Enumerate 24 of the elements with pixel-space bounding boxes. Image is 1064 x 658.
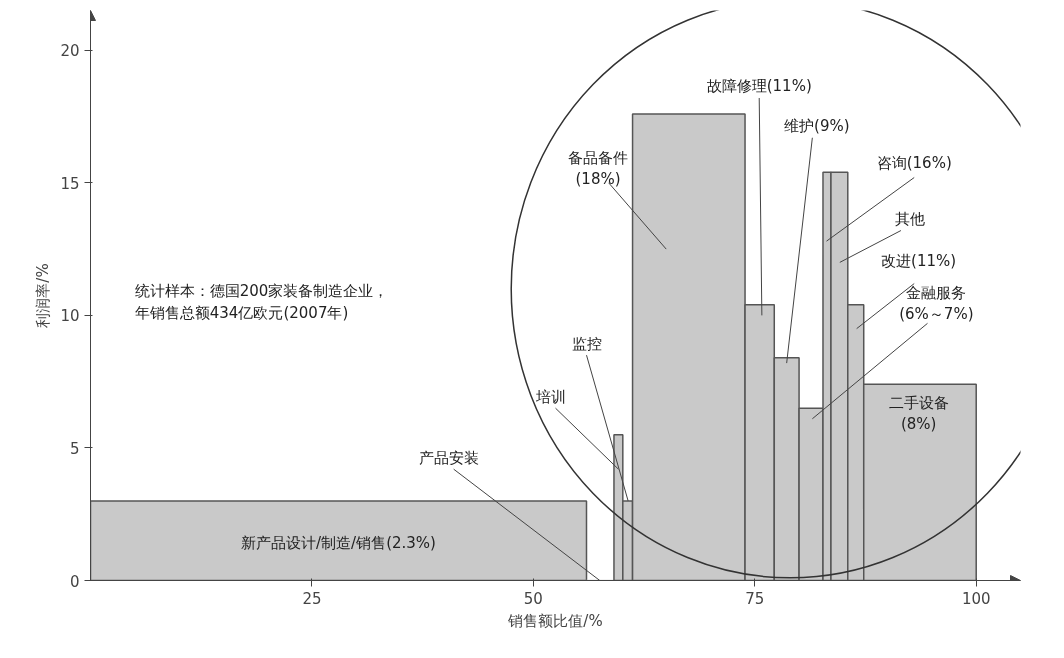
annotation: 备品备件 (18%) <box>568 148 629 189</box>
x-tick-label: 75 <box>745 589 765 608</box>
x-tick-label: 25 <box>302 589 322 608</box>
annotation: 其他 <box>894 209 925 228</box>
y-tick-label: 0 <box>69 572 80 591</box>
x-tick-label: 100 <box>961 589 991 608</box>
annotation: 改进(11%) <box>881 252 957 271</box>
annotation: 新产品设计/制造/销售(2.3%) <box>241 534 436 553</box>
y-tick-label: 10 <box>60 307 80 326</box>
x-axis-title: 销售额比值/% <box>507 611 603 630</box>
annotation: 维护(9%) <box>784 117 850 136</box>
y-tick-label: 5 <box>69 439 80 458</box>
annotation: 产品安装 <box>419 448 480 467</box>
annotation: 咨询(16%) <box>876 154 952 173</box>
y-tick-label: 15 <box>60 174 80 193</box>
annotation: 监控 <box>571 334 602 353</box>
annotation: 统计样本：德国200家装备制造企业，年销售总额434亿欧元(2007年) <box>134 282 389 322</box>
y-tick-label: 20 <box>60 42 80 61</box>
x-tick-label: 50 <box>523 589 543 608</box>
y-axis-title: 利润率/% <box>34 263 53 328</box>
annotation: 二手设备 (8%) <box>888 393 949 434</box>
annotation: 培训 <box>535 387 567 406</box>
annotation: 故障修理(11%) <box>706 77 812 96</box>
annotation: 金融服务 (6%～7%) <box>899 283 974 324</box>
